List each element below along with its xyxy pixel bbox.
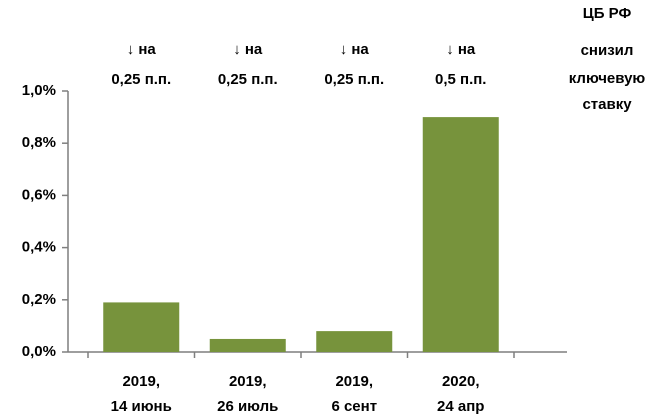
annotation: ↓ на — [127, 41, 157, 58]
x-tick-label: 6 сент — [331, 398, 377, 415]
annotation: ↓ на — [233, 41, 263, 58]
y-tick-label: 0,2% — [22, 291, 56, 308]
bar — [103, 302, 180, 352]
x-tick-label: 2019, — [122, 373, 160, 390]
annotation: 0,5 п.п. — [435, 71, 486, 88]
note: ключевую — [569, 70, 646, 87]
x-tick-label: 2019, — [335, 373, 373, 390]
x-tick-label: 2019, — [229, 373, 267, 390]
y-tick-label: 1,0% — [22, 82, 56, 99]
note: ЦБ РФ — [583, 5, 632, 22]
annotation: 0,25 п.п. — [218, 71, 278, 88]
annotation: ↓ на — [446, 41, 476, 58]
x-tick-label: 24 апр — [437, 398, 484, 415]
bar — [209, 338, 286, 352]
annotation: 0,25 п.п. — [324, 71, 384, 88]
bar — [422, 117, 499, 352]
note: ставку — [582, 96, 632, 113]
y-tick-label: 0,6% — [22, 186, 56, 203]
bar — [316, 331, 393, 352]
x-tick-label: 14 июнь — [111, 398, 172, 415]
note: снизил — [581, 42, 634, 59]
x-tick-label: 26 июль — [217, 398, 278, 415]
y-tick-label: 0,4% — [22, 239, 56, 256]
x-tick-label: 2020, — [442, 373, 480, 390]
annotation: 0,25 п.п. — [111, 71, 171, 88]
annotation: ↓ на — [340, 41, 370, 58]
y-tick-label: 0,0% — [22, 343, 56, 360]
y-tick-label: 0,8% — [22, 134, 56, 151]
